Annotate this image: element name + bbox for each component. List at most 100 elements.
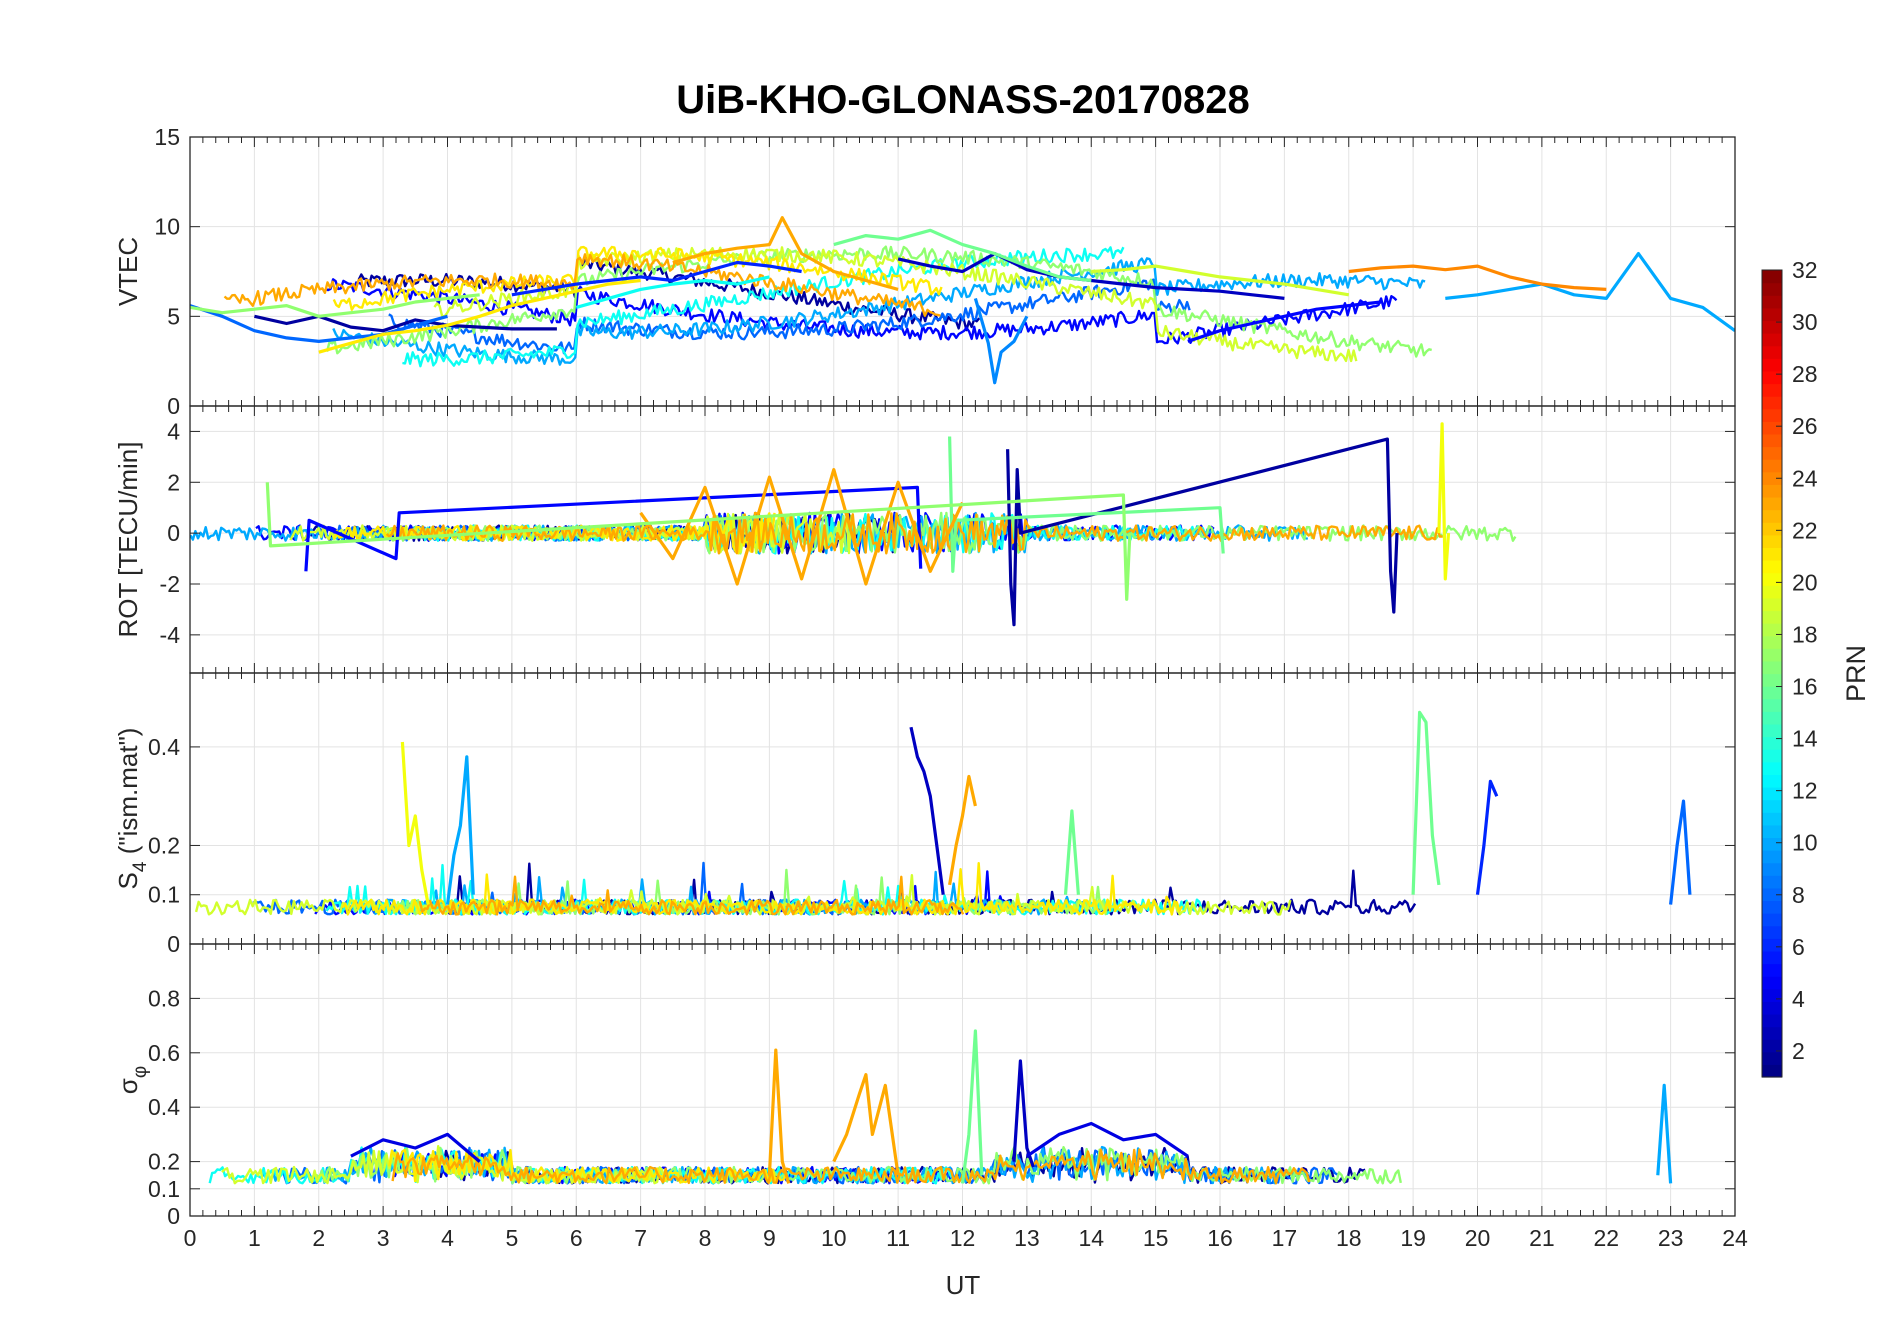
noise-trace bbox=[341, 862, 1184, 916]
x-tick-label: 17 bbox=[1272, 1225, 1298, 1251]
colorbar-tick-label: 6 bbox=[1792, 934, 1805, 960]
colorbar-tick-label: 12 bbox=[1792, 778, 1818, 804]
series-line-prn-5 bbox=[304, 485, 923, 572]
y-axis-label-main: S bbox=[113, 872, 143, 889]
colorbar-cell bbox=[1762, 1013, 1782, 1028]
y-tick-label: 0.6 bbox=[148, 1040, 180, 1066]
y-axis-label: S4 ("ism.mat") bbox=[113, 728, 151, 890]
colorbar-tick-label: 4 bbox=[1792, 986, 1805, 1012]
colorbar-cell bbox=[1762, 875, 1782, 889]
plot-area bbox=[190, 422, 1517, 627]
colorbar-cell bbox=[1762, 660, 1782, 675]
colorbar-cell bbox=[1762, 1039, 1782, 1053]
noise-trace bbox=[388, 278, 1191, 355]
colorbar-cell bbox=[1762, 925, 1782, 939]
colorbar-cell bbox=[1762, 471, 1782, 485]
colorbar-cell bbox=[1762, 711, 1782, 725]
y-tick-label: 0.8 bbox=[148, 985, 180, 1011]
colorbar-cell bbox=[1762, 396, 1782, 410]
colorbar-tick-label: 8 bbox=[1792, 882, 1805, 908]
x-tick-label: 12 bbox=[950, 1225, 976, 1251]
colorbar-tick-label: 22 bbox=[1792, 517, 1818, 543]
series-line-prn-16 bbox=[833, 228, 1092, 283]
colorbar-label: PRN bbox=[1841, 645, 1871, 702]
colorbar-cell bbox=[1762, 786, 1782, 801]
series-line-prn-16 bbox=[1411, 710, 1441, 895]
y-tick-label: 2 bbox=[167, 469, 180, 495]
colorbar-cell bbox=[1762, 950, 1782, 965]
x-tick-label: 2 bbox=[312, 1225, 325, 1251]
plot-area bbox=[208, 1029, 1673, 1185]
colorbar-cell bbox=[1762, 496, 1782, 511]
colorbar-cell bbox=[1762, 837, 1782, 851]
colorbar-cell bbox=[1762, 686, 1782, 700]
x-axis-label: UT bbox=[946, 1270, 981, 1300]
y-tick-label: 4 bbox=[167, 418, 180, 444]
colorbar-cell bbox=[1762, 774, 1782, 788]
colorbar-frame bbox=[1761, 269, 1783, 1078]
series-line-prn-24 bbox=[1348, 264, 1607, 291]
colorbar-cell bbox=[1762, 408, 1782, 422]
y-tick-label: 0.4 bbox=[148, 1094, 180, 1120]
colorbar-cell bbox=[1762, 1001, 1782, 1015]
x-tick-label: 21 bbox=[1529, 1225, 1555, 1251]
plot-area bbox=[190, 216, 1735, 385]
colorbar-cell bbox=[1762, 698, 1782, 712]
colorbar-tick-label: 28 bbox=[1792, 361, 1818, 387]
colorbar-cell bbox=[1762, 370, 1782, 385]
y-tick-label: -2 bbox=[160, 571, 180, 597]
colorbar-cell bbox=[1762, 433, 1782, 448]
colorbar-tick-label: 2 bbox=[1792, 1038, 1805, 1064]
colorbar-cell bbox=[1762, 976, 1782, 990]
colorbar-cell bbox=[1762, 799, 1782, 813]
colorbar-cell bbox=[1762, 938, 1782, 952]
noise-trace bbox=[385, 511, 1443, 555]
y-axis-label-sub: φ bbox=[130, 1066, 151, 1078]
series-line-prn-4 bbox=[350, 1132, 481, 1163]
colorbar-tick-label: 16 bbox=[1792, 674, 1818, 700]
colorbar-cell bbox=[1762, 459, 1782, 473]
colorbar-cell bbox=[1762, 900, 1782, 914]
series-line-prn-16 bbox=[960, 1029, 984, 1184]
colorbar-cell bbox=[1762, 320, 1782, 334]
series-line-prn-20 bbox=[400, 741, 430, 905]
series-line-prn-23 bbox=[767, 1048, 791, 1184]
colorbar-cell bbox=[1762, 623, 1782, 637]
colorbar-cell bbox=[1762, 673, 1782, 687]
x-tick-label: 11 bbox=[886, 1225, 910, 1251]
colorbar-cell bbox=[1762, 761, 1782, 775]
colorbar-cell bbox=[1762, 824, 1782, 839]
series-line-prn-13 bbox=[575, 275, 770, 309]
series-line-prn-2 bbox=[254, 314, 557, 333]
series-line-prn-8 bbox=[1669, 799, 1692, 905]
colorbar-cell bbox=[1762, 383, 1782, 397]
x-tick-label: 4 bbox=[441, 1225, 454, 1251]
y-tick-label: 0.1 bbox=[148, 1176, 180, 1202]
colorbar-cell bbox=[1762, 358, 1782, 372]
series-line-prn-3 bbox=[909, 726, 945, 895]
y-tick-label: 0 bbox=[167, 520, 180, 546]
colorbar-cell bbox=[1762, 572, 1782, 586]
series-line-prn-5 bbox=[1187, 300, 1382, 343]
y-tick-label: 0 bbox=[167, 931, 180, 957]
colorbar-cell bbox=[1762, 522, 1782, 536]
colorbar-cell bbox=[1762, 1026, 1782, 1040]
y-axis-label-tail: ("ism.mat") bbox=[113, 728, 143, 862]
colorbar-tick-label: 30 bbox=[1792, 309, 1818, 335]
colorbar-cell bbox=[1762, 1051, 1782, 1065]
colorbar-cell bbox=[1762, 270, 1782, 284]
series-line-prn-16 bbox=[1063, 809, 1080, 895]
y-tick-label: 5 bbox=[167, 303, 180, 329]
colorbar-cell bbox=[1762, 282, 1782, 296]
colorbar-tick-label: 10 bbox=[1792, 830, 1818, 856]
y-tick-label: 0 bbox=[167, 1203, 180, 1229]
series-line-prn-19 bbox=[1091, 264, 1350, 297]
x-tick-label: 16 bbox=[1207, 1225, 1233, 1251]
colorbar-cell bbox=[1762, 421, 1782, 435]
series-line-prn-2 bbox=[1006, 437, 1399, 627]
colorbar-cell bbox=[1762, 484, 1782, 498]
x-tick-label: 7 bbox=[634, 1225, 647, 1251]
x-tick-label: 9 bbox=[763, 1225, 776, 1251]
